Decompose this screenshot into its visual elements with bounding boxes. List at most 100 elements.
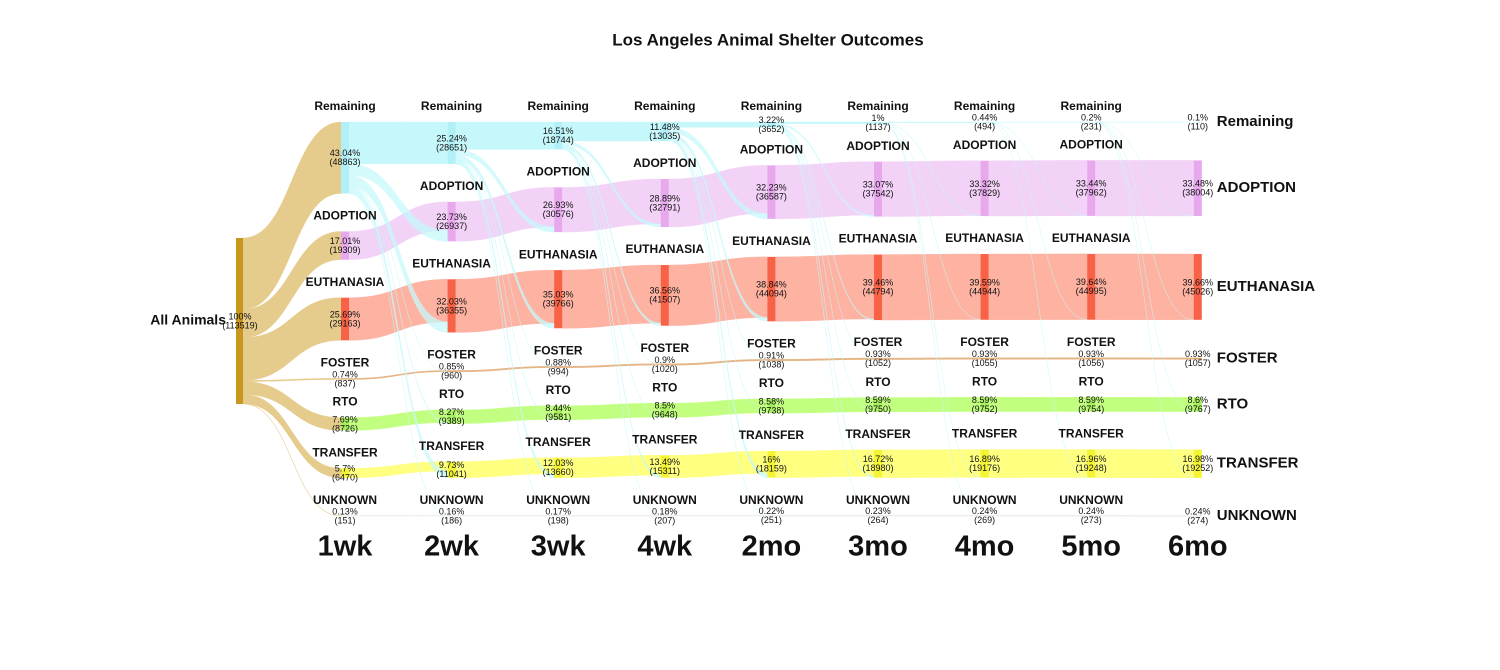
flow (881, 122, 981, 217)
node (1193, 397, 1202, 412)
count-label: (1038) (758, 359, 784, 369)
category-label: Remaining (847, 99, 908, 113)
percent-label: 0.93% (1185, 349, 1211, 359)
flow (988, 253, 1088, 320)
node (554, 187, 563, 233)
node (447, 279, 456, 333)
percent-label: 39.59% (969, 277, 1000, 287)
percent-label: 16.51% (543, 126, 574, 136)
percent-label: 0.91% (759, 350, 785, 360)
flow (881, 449, 981, 478)
node (554, 122, 563, 150)
node (341, 417, 349, 431)
percent-label: 0.1% (1188, 113, 1209, 123)
percent-label: 0.88% (545, 357, 571, 367)
node (447, 201, 456, 242)
node (1087, 449, 1096, 478)
percent-label: 33.07% (863, 179, 894, 189)
count-label: (38004) (1182, 188, 1213, 198)
count-label: (19176) (969, 463, 1000, 473)
node (341, 122, 349, 194)
category-label: ADOPTION (953, 138, 1016, 152)
count-label: (41507) (649, 295, 680, 305)
percent-label: 26.93% (543, 200, 574, 210)
count-label: (26937) (436, 221, 467, 231)
count-label: (32791) (649, 202, 680, 212)
percent-label: 8.59% (865, 395, 891, 405)
count-label: (9648) (652, 410, 678, 420)
count-label: (1055) (972, 358, 998, 368)
category-label: TRANSFER (1217, 455, 1299, 472)
flow (562, 146, 661, 366)
count-label: (110) (1188, 122, 1208, 132)
count-label: (994) (548, 366, 569, 376)
percent-label: 16.72% (863, 454, 894, 464)
percent-label: 0.74% (332, 369, 358, 379)
category-label: Remaining (528, 99, 589, 113)
count-label: (36587) (756, 191, 787, 201)
percent-label: 36.56% (650, 286, 681, 296)
percent-label: 0.93% (972, 349, 998, 359)
count-label: (1020) (652, 364, 678, 374)
flow (668, 398, 768, 418)
category-label: TRANSFER (632, 432, 698, 446)
category-label: RTO (972, 374, 997, 388)
node (660, 363, 669, 366)
percent-label: 25.69% (330, 309, 361, 319)
count-label: (11041) (436, 469, 466, 479)
category-label: ADOPTION (846, 139, 909, 153)
percent-label: 0.2% (1081, 113, 1102, 123)
flow (455, 121, 555, 150)
category-label: UNKNOWN (953, 493, 1017, 507)
flow (562, 144, 661, 326)
count-label: (113519) (222, 320, 257, 330)
percent-label: 16.89% (969, 454, 1000, 464)
percent-label: 11.48% (650, 122, 680, 132)
category-label: FOSTER (640, 341, 689, 355)
count-label: (1137) (865, 122, 890, 132)
node (767, 165, 776, 219)
flow (668, 256, 768, 326)
flow (562, 363, 661, 368)
category-label: EUTHANASIA (839, 232, 918, 246)
flow (562, 121, 661, 142)
flow (668, 136, 768, 478)
count-label: (251) (761, 515, 782, 525)
category-label: ADOPTION (1060, 138, 1123, 152)
percent-label: 32.03% (436, 296, 467, 306)
node (980, 397, 989, 412)
node (874, 161, 882, 217)
flow (775, 254, 875, 322)
flow (988, 122, 1088, 478)
node (767, 122, 776, 128)
category-label: EUTHANASIA (306, 275, 385, 289)
count-label: (269) (974, 515, 995, 525)
category-label: UNKNOWN (633, 493, 697, 507)
count-label: (18159) (756, 464, 787, 474)
flow (455, 405, 555, 424)
category-label: FOSTER (960, 335, 1009, 349)
percent-label: 0.24% (1185, 506, 1211, 516)
percent-label: 0.24% (972, 506, 998, 516)
percent-label: 8.6% (1188, 395, 1209, 405)
category-label: RTO (332, 395, 357, 409)
category-label: TRANSFER (952, 427, 1018, 441)
node (447, 122, 456, 164)
count-label: (19248) (1076, 463, 1107, 473)
node (447, 461, 456, 478)
node (980, 449, 989, 478)
node (767, 451, 776, 478)
category-label: Remaining (1217, 113, 1294, 130)
count-label: (186) (441, 515, 462, 525)
node (554, 366, 563, 368)
category-label: RTO (546, 383, 571, 397)
node (874, 358, 882, 360)
node (1193, 253, 1202, 320)
category-label: FOSTER (321, 356, 370, 370)
percent-label: 0.93% (865, 349, 891, 359)
flow (348, 370, 448, 380)
percent-label: 0.17% (545, 506, 571, 516)
count-label: (36355) (436, 305, 467, 315)
count-label: (264) (867, 515, 888, 525)
